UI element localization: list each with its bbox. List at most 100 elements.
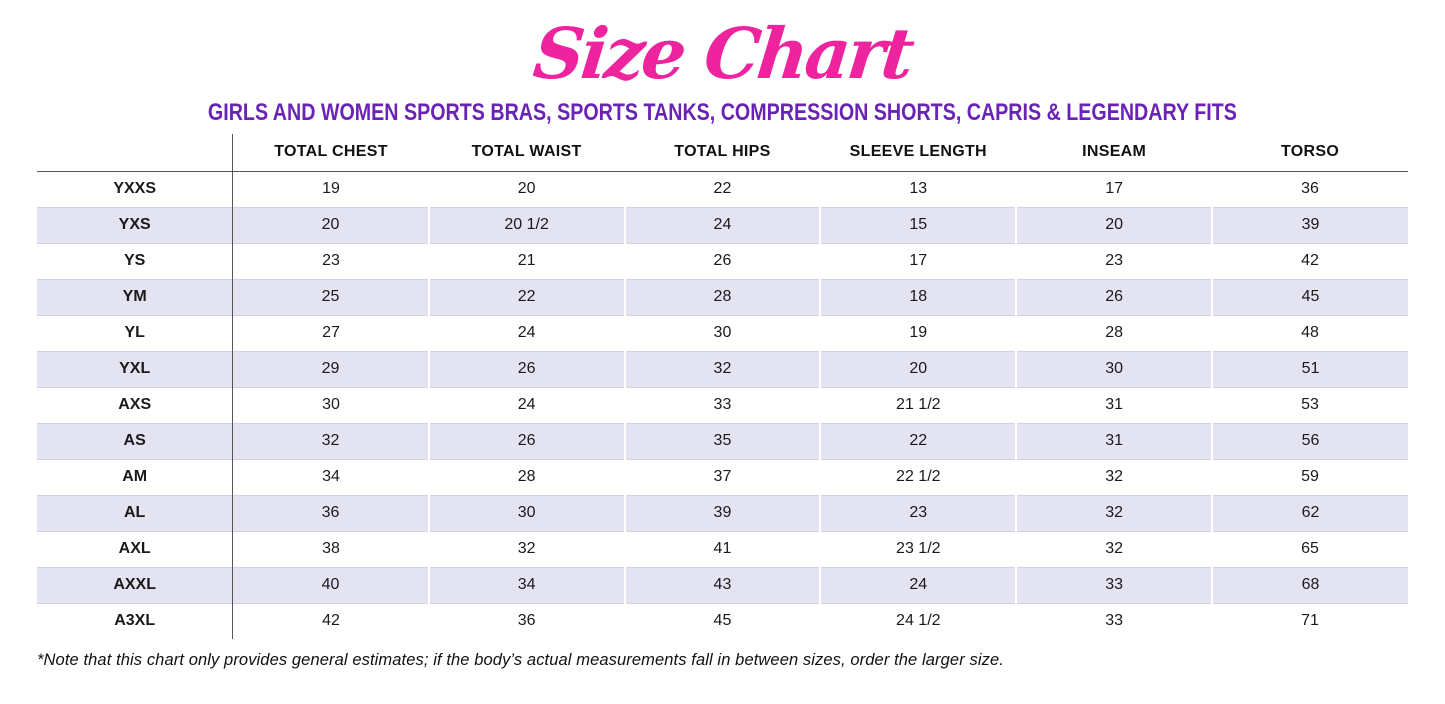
value-cell: 15 [819, 207, 1017, 243]
value-cell: 32 [321, 432, 340, 449]
value-cell: 31 [1105, 396, 1124, 413]
size-cell: A3XL [37, 603, 234, 639]
value-cell: 32 [1105, 468, 1124, 485]
value-cell: 22 [819, 423, 1017, 459]
table-row: AS 32 26 35 22 31 56 [37, 423, 1408, 459]
value-cell: 42 [322, 612, 340, 630]
size-cell: AS [37, 423, 234, 459]
value-cell: 20 [321, 216, 340, 233]
size-table-header: TOTAL CHEST TOTAL WAIST TOTAL HIPS SLEEV… [37, 134, 1408, 171]
value-cell: 23 [1105, 252, 1124, 269]
value-cell: 26 [427, 351, 625, 387]
footnote: *Note that this chart only provides gene… [37, 651, 1004, 669]
table-row: AXS 30 24 33 21 1/2 31 53 [37, 387, 1408, 423]
value-cell: 18 [819, 279, 1017, 315]
value-cell: 36 [517, 612, 536, 630]
value-cell: 17 [1105, 180, 1124, 197]
value-cell: 31 [1015, 423, 1213, 459]
value-cell: 20 1/2 [427, 207, 625, 243]
value-cell: 33 [1015, 567, 1213, 603]
page-subtitle: GIRLS AND WOMEN SPORTS BRAS, SPORTS TANK… [208, 99, 1237, 126]
size-column-header [37, 134, 234, 171]
value-cell: 32 [1105, 540, 1124, 557]
value-cell: 29 [321, 360, 340, 377]
value-cell: 37 [713, 468, 732, 485]
header-row: TOTAL CHEST TOTAL WAIST TOTAL HIPS SLEEV… [37, 134, 1408, 171]
value-cell: 23 1/2 [896, 540, 941, 557]
value-cell: 19 [322, 180, 340, 197]
value-cell: 21 1/2 [896, 396, 941, 413]
value-cell: 17 [909, 252, 928, 269]
value-cell: 30 [427, 495, 625, 531]
value-cell: 26 [713, 252, 732, 269]
value-cell: 48 [1301, 324, 1319, 341]
value-cell: 41 [713, 540, 732, 557]
size-cell: YXXS [37, 171, 234, 207]
column-header-total-waist: TOTAL WAIST [471, 143, 582, 161]
column-header-total-hips: TOTAL HIPS [674, 143, 771, 161]
value-cell: 36 [321, 504, 340, 521]
value-cell: 43 [623, 567, 821, 603]
value-cell: 25 [321, 288, 340, 305]
size-cell: YM [37, 279, 234, 315]
table-row: YM 25 22 28 18 26 45 [37, 279, 1408, 315]
value-cell: 28 [1105, 324, 1124, 341]
value-cell: 30 [713, 324, 732, 341]
value-cell: 36 [1301, 180, 1319, 197]
value-cell: 45 [713, 612, 732, 630]
value-cell: 32 [623, 351, 821, 387]
column-header-torso: TORSO [1280, 143, 1340, 161]
value-cell: 32 [517, 540, 536, 557]
size-cell: YXS [37, 207, 234, 243]
value-cell: 24 [517, 324, 536, 341]
value-cell: 22 [427, 279, 625, 315]
value-cell: 23 [322, 252, 340, 269]
table-row: YXL 29 26 32 20 30 51 [37, 351, 1408, 387]
value-cell: 30 [322, 396, 340, 413]
table-row: AM 34 28 37 22 1/2 32 59 [37, 459, 1408, 495]
value-cell: 13 [909, 180, 928, 197]
value-cell: 24 [623, 207, 821, 243]
value-cell: 68 [1211, 567, 1408, 603]
value-cell: 22 [713, 180, 732, 197]
value-cell: 30 [1015, 351, 1213, 387]
size-cell: YL [37, 315, 234, 351]
table-row: YXS 20 20 1/2 24 15 20 39 [37, 207, 1408, 243]
size-cell: YS [37, 243, 234, 279]
table-row: AXL 38 32 41 23 1/2 32 65 [37, 531, 1408, 567]
value-cell: 71 [1301, 612, 1319, 630]
table-row: YXXS 19 20 22 13 17 36 [37, 171, 1408, 207]
size-cell: YXL [37, 351, 234, 387]
value-cell: 40 [321, 576, 340, 593]
value-cell: 39 [1211, 207, 1408, 243]
value-cell: 28 [623, 279, 821, 315]
value-cell: 34 [427, 567, 625, 603]
table-row: AXXL 40 34 43 24 33 68 [37, 567, 1408, 603]
value-cell: 32 [1015, 495, 1213, 531]
value-cell: 59 [1301, 468, 1319, 485]
value-cell: 35 [623, 423, 821, 459]
value-cell: 38 [322, 540, 340, 557]
value-cell: 45 [1211, 279, 1408, 315]
value-cell: 42 [1301, 252, 1319, 269]
value-cell: 51 [1211, 351, 1408, 387]
size-cell: AXXL [37, 567, 234, 603]
size-cell: AXL [37, 531, 234, 567]
value-cell: 19 [909, 324, 928, 341]
value-cell: 28 [517, 468, 536, 485]
column-header-sleeve-length: SLEEVE LENGTH [849, 143, 987, 161]
value-cell: 22 1/2 [896, 468, 941, 485]
value-cell: 21 [517, 252, 536, 269]
value-cell: 39 [623, 495, 821, 531]
subtitle-wrap: GIRLS AND WOMEN SPORTS BRAS, SPORTS TANK… [37, 100, 1408, 128]
value-cell: 53 [1301, 396, 1319, 413]
value-cell: 27 [322, 324, 340, 341]
value-cell: 33 [1105, 612, 1124, 630]
value-cell: 65 [1301, 540, 1319, 557]
value-cell: 24 [517, 396, 536, 413]
column-header-total-chest: TOTAL CHEST [274, 143, 388, 161]
value-cell: 26 [1015, 279, 1213, 315]
size-cell: AL [37, 495, 234, 531]
value-cell: 20 [517, 180, 536, 197]
table-row: AL 36 30 39 23 32 62 [37, 495, 1408, 531]
